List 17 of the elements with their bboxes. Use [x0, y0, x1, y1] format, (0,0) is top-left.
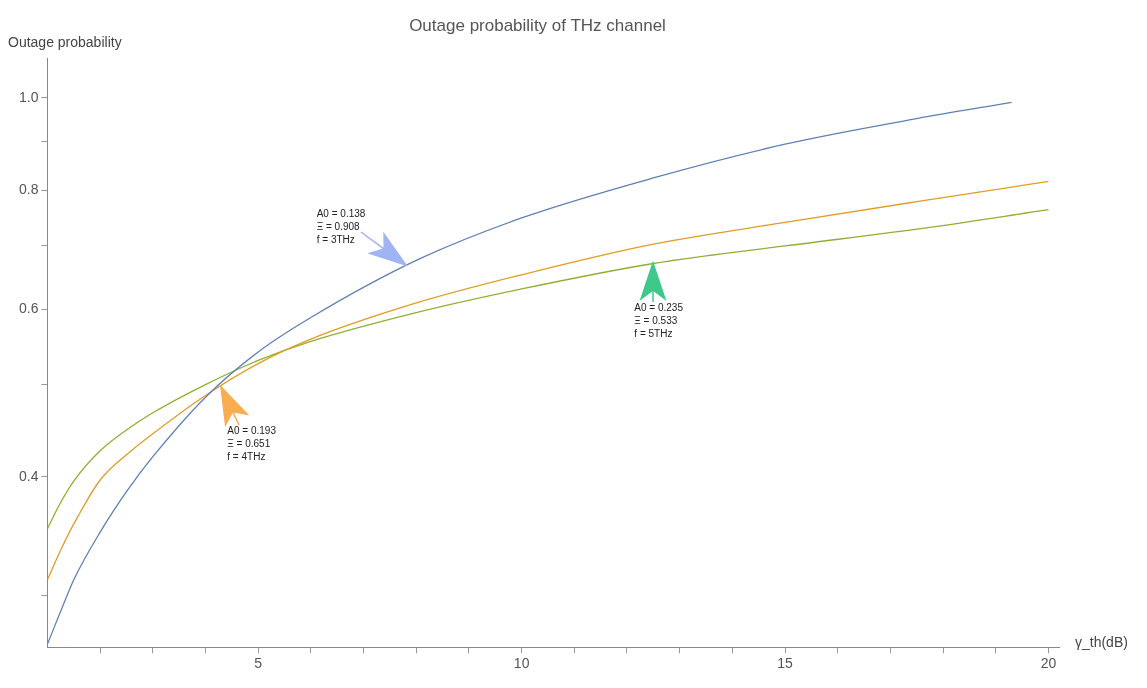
x-tick-label: 20	[1040, 655, 1057, 672]
y-tick-label: 0.8	[18, 181, 39, 197]
line-series	[47, 180, 1050, 581]
line-series	[47, 101, 1013, 645]
line-series	[47, 209, 1050, 530]
x-tick-label: 5	[254, 655, 263, 672]
chart-title: Outage probability of THz channel	[409, 15, 666, 35]
y-tick-label: 0.6	[18, 300, 39, 316]
y-tick-label: 0.4	[18, 467, 39, 484]
y-axis-title: Outage probability	[8, 34, 122, 51]
annotation: A0 = 0.138 Ξ = 0.908 f = 3THz	[316, 206, 366, 246]
y-tick-label: 1.0	[18, 88, 39, 105]
x-tick-label: 10	[513, 655, 530, 672]
x-tick-label: 15	[777, 655, 794, 672]
annotation: A0 = 0.193 Ξ = 0.651 f = 4THz	[227, 424, 276, 464]
x-axis-title: γ_th(dB)	[1075, 634, 1128, 651]
annotation: A0 = 0.235 Ξ = 0.533 f = 5THz	[634, 301, 683, 341]
